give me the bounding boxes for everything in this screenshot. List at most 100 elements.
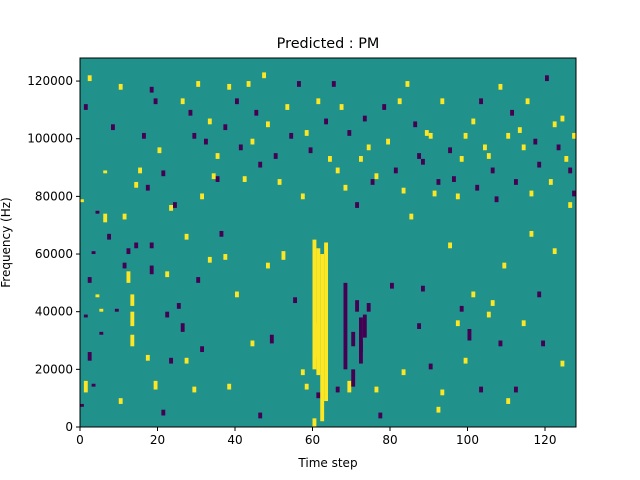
heatmap-cell-40: [312, 418, 317, 427]
heatmap-cell-76: [502, 262, 507, 269]
heatmap-cell-78: [514, 386, 518, 393]
heatmap-cell-22: [180, 323, 185, 332]
heatmap-cell-159: [134, 181, 139, 188]
heatmap-cell-119: [324, 118, 329, 125]
heatmap-cell-17: [153, 380, 158, 390]
heatmap-cell-51: [351, 331, 356, 347]
heatmap-cell-139: [479, 98, 484, 105]
y-tick-label-20000: 20000: [35, 362, 73, 376]
heatmap-cell-137: [459, 156, 464, 162]
heatmap-cell-192: [494, 196, 499, 203]
heatmap-cell-36: [281, 251, 286, 260]
x-tick-label-0: 0: [76, 433, 84, 447]
heatmap-cell-44: [316, 392, 321, 399]
y-tick-label-0: 0: [65, 420, 73, 434]
heatmap-cell-90: [107, 233, 112, 240]
heatmap-cell-70: [467, 328, 472, 341]
heatmap-cell-73: [486, 311, 491, 318]
heatmap-cell-121: [331, 81, 336, 87]
heatmap-cell-109: [235, 98, 239, 105]
heatmap-cell-23: [184, 357, 189, 364]
heatmap-cell-185: [428, 132, 433, 139]
y-tick-label-60000: 60000: [35, 247, 73, 261]
heatmap-cell-193: [506, 132, 511, 139]
heatmap-cell-110: [242, 176, 247, 182]
heatmap-cell-130: [405, 81, 410, 87]
heatmap-cell-6: [103, 213, 108, 223]
heatmap-cell-102: [188, 109, 193, 116]
heatmap-cell-74: [490, 300, 495, 306]
heatmap-cell-181: [393, 167, 398, 174]
heatmap-cell-105: [207, 118, 212, 125]
x-tick-label-80: 80: [382, 433, 397, 447]
heatmap-cell-188: [455, 193, 460, 200]
plot-frame: [79, 57, 577, 428]
heatmap-cell-4: [95, 294, 100, 298]
heatmap-cell-52: [355, 300, 360, 312]
heatmap-cell-88: [91, 251, 96, 255]
heatmap-cell-118: [316, 98, 321, 105]
heatmap-cell-183: [409, 213, 414, 220]
heatmap-cell-60: [401, 369, 406, 376]
heatmap-cell-87: [87, 277, 92, 283]
heatmap-cell-184: [417, 153, 422, 159]
heatmap-cell-80: [529, 230, 534, 237]
heatmap-cell-146: [533, 138, 538, 145]
heatmap-cell-39: [304, 383, 309, 390]
heatmap-cell-177: [343, 184, 348, 191]
heatmap-cell-178: [355, 202, 360, 208]
heatmap-cell-43: [316, 248, 321, 376]
heatmap-cell-154: [87, 75, 92, 82]
heatmap-cell-69: [463, 357, 468, 364]
heatmap-cell-144: [517, 127, 522, 133]
heatmap-cell-81: [537, 291, 542, 298]
heatmap-cell-176: [335, 167, 340, 174]
heatmap-cell-106: [211, 173, 216, 180]
heatmap-cell-59: [390, 282, 394, 289]
heatmap-cell-13: [134, 242, 139, 249]
heatmap-cell-151: [572, 132, 577, 139]
heatmap-cell-190: [475, 184, 480, 191]
heatmap-cell-175: [308, 147, 313, 154]
y-axis-label: Frequency (Hz): [0, 197, 13, 288]
heatmap-cell-95: [142, 132, 146, 139]
heatmap-cell-103: [196, 81, 201, 87]
heatmap-cell-33: [258, 412, 263, 419]
heatmap-cell-163: [180, 98, 185, 105]
heatmap-cell-61: [417, 323, 422, 329]
heatmap-cell-30: [227, 383, 232, 390]
heatmap-cell-135: [440, 98, 445, 105]
heatmap-cell-125: [362, 115, 367, 122]
heatmap-cell-16: [149, 242, 154, 249]
heatmap-cell-113: [262, 72, 267, 79]
heatmap-cell-158: [118, 83, 123, 90]
heatmap-cell-160: [149, 86, 154, 93]
heatmap-cell-122: [339, 104, 344, 110]
heatmap-cell-115: [285, 104, 290, 110]
x-axis-ticks: 0 20 40 60 80 100 120: [76, 427, 556, 447]
heatmap-cell-161: [161, 170, 166, 177]
heatmap-cell-149: [560, 115, 565, 122]
heatmap-cells: [80, 72, 577, 427]
heatmap-cell-147: [545, 75, 549, 82]
heatmap-cell-128: [382, 104, 387, 110]
heatmap-cell-7: [118, 398, 123, 404]
heatmap-cell-9: [126, 271, 131, 283]
heatmap-cell-172: [277, 179, 282, 185]
heatmap-cell-97: [153, 98, 158, 105]
heatmap-cell-152: [80, 199, 84, 203]
heatmap-cell-50: [351, 369, 356, 387]
heatmap-cell-72: [479, 386, 484, 393]
heatmap-cell-29: [223, 254, 228, 260]
x-axis-label: Time step: [297, 456, 357, 470]
heatmap-cell-131: [413, 121, 418, 128]
heatmap-cell-56: [366, 303, 371, 312]
heatmap-cell-84: [560, 360, 565, 367]
y-tick-label-100000: 100000: [27, 132, 73, 146]
heatmap-cell-15: [149, 265, 154, 275]
heatmap-cell-37: [293, 297, 298, 304]
heatmap-cell-77: [506, 398, 511, 404]
heatmap-cell-101: [184, 233, 189, 240]
heatmap-cell-14: [145, 354, 150, 361]
